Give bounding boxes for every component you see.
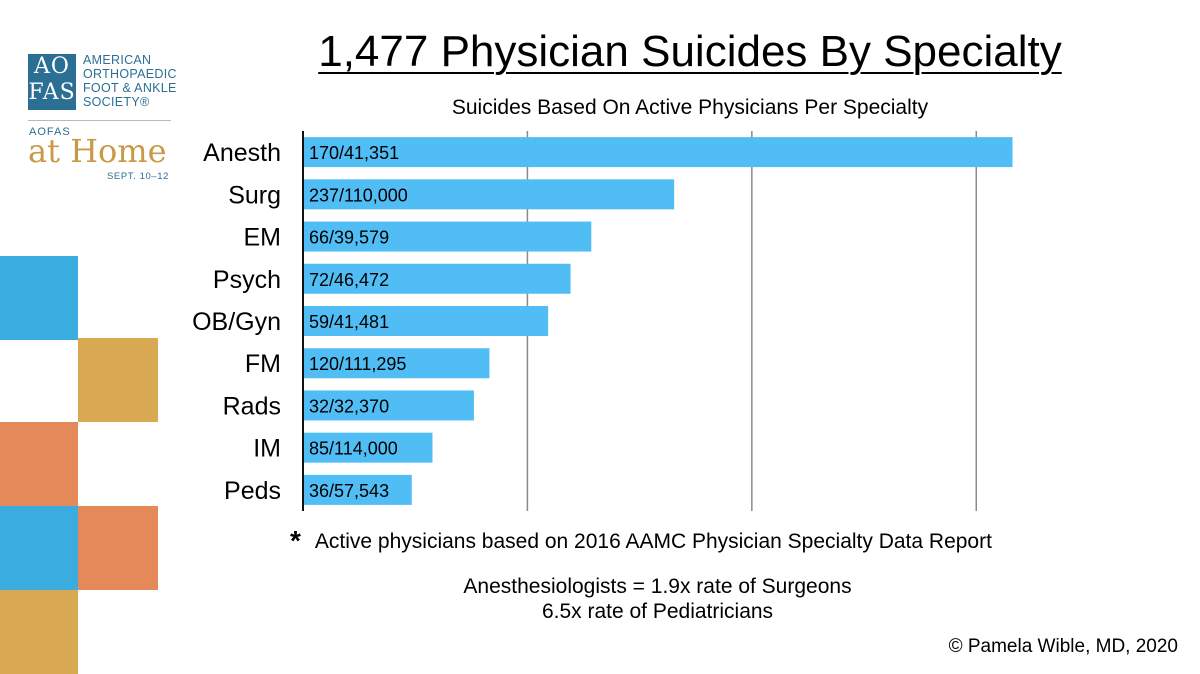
bar — [303, 474, 412, 505]
category-label: Anesth — [203, 139, 281, 167]
bar — [303, 263, 571, 294]
aofas-org-name: AMERICAN ORTHOPAEDIC FOOT & ANKLE SOCIET… — [83, 53, 177, 109]
category-label: Peds — [224, 477, 281, 505]
event-dates: SEPT. 10–12 — [107, 171, 170, 182]
category-label: EM — [244, 224, 282, 252]
bar — [303, 179, 675, 210]
decor-tile-blue — [0, 256, 78, 340]
bar — [303, 137, 1013, 168]
category-label: Psych — [213, 266, 281, 294]
bar — [303, 306, 549, 336]
chart-subtitle: Suicides Based On Active Physicians Per … — [451, 96, 929, 119]
bar — [303, 390, 474, 421]
decor-tile-blue — [0, 506, 78, 590]
category-label: IM — [253, 435, 281, 463]
bar — [303, 348, 490, 379]
bar — [303, 432, 433, 463]
comparison-line-1: Anesthesiologists = 1.9x rate of Surgeon… — [463, 575, 852, 598]
bar-data-label: 66/39,579 — [309, 228, 389, 248]
comparison-note: Anesthesiologists = 1.9x rate of Surgeon… — [420, 574, 895, 624]
bar-data-label: 170/41,351 — [309, 143, 399, 163]
bar — [303, 221, 592, 252]
bar-data-label: 59/41,481 — [309, 312, 389, 332]
aofas-logo-mark: AO FAS — [28, 54, 76, 110]
category-label: Rads — [223, 392, 281, 420]
event-name: at Home — [28, 132, 167, 170]
copyright: © Pamela Wible, MD, 2020 — [948, 636, 1178, 657]
category-label: Surg — [228, 181, 281, 209]
bar-data-label: 237/110,000 — [309, 185, 408, 205]
footnote-marker: * — [290, 525, 301, 556]
comparison-line-2: 6.5x rate of Pediatricians — [541, 600, 774, 623]
bar-data-label: 85/114,000 — [309, 439, 398, 459]
category-label: FM — [245, 350, 281, 378]
event-org: AOFAS — [29, 126, 71, 138]
decor-tile-orange — [0, 422, 78, 506]
decor-tile-orange — [78, 506, 158, 590]
bar-data-label: 120/111,295 — [309, 354, 406, 374]
bar-data-label: 32/32,370 — [309, 396, 389, 416]
bar-data-label: 36/57,543 — [309, 481, 389, 501]
footnote: * Active physicians based on 2016 AAMC Ph… — [290, 525, 992, 557]
bar-data-label: 72/46,472 — [309, 270, 389, 290]
category-label: OB/Gyn — [192, 308, 281, 336]
decor-tile-gold — [0, 590, 78, 674]
chart-title: 1,477 Physician Suicides By Specialty — [318, 27, 1062, 76]
logo-divider — [28, 120, 171, 121]
footnote-text: Active physicians based on 2016 AAMC Phy… — [314, 530, 992, 553]
decor-tile-gold — [78, 338, 158, 422]
